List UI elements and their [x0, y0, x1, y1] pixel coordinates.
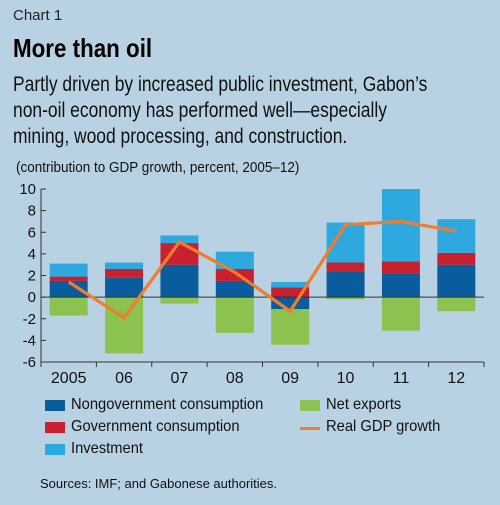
- bar-net-exports: [437, 297, 476, 312]
- bar-nongovernment: [215, 280, 254, 298]
- bar-investment: [215, 251, 254, 270]
- bar-government: [215, 269, 254, 281]
- bar-nongovernment: [105, 277, 144, 298]
- y-tick-label: 10: [19, 181, 36, 198]
- bar-net-exports: [160, 297, 199, 304]
- bar-net-exports: [105, 297, 144, 354]
- legend-swatch-government: [45, 422, 65, 433]
- x-tick-label: 12: [447, 370, 465, 387]
- chart-subtitle: Partly driven by increased public invest…: [13, 72, 486, 150]
- x-tick-label: 06: [115, 370, 133, 387]
- x-tick-label: 11: [393, 370, 410, 387]
- y-tick-label: 4: [28, 246, 36, 263]
- x-tick-label: 08: [226, 370, 244, 387]
- subtitle-line-3: mining, wood processing, and constructio…: [13, 125, 348, 148]
- chart-label: Chart 1: [13, 7, 63, 24]
- gdp-growth-line: [67, 219, 457, 320]
- x-tick-label: 09: [281, 370, 299, 387]
- bar-government: [437, 252, 476, 265]
- x-tick-label: 2005: [51, 370, 87, 387]
- bar-government: [326, 262, 365, 272]
- legend-label-government: Government consumption: [71, 418, 240, 435]
- legend-label-net-exports: Net exports: [326, 396, 402, 413]
- bar-government: [271, 287, 310, 298]
- bar-government: [105, 269, 144, 278]
- bar-net-exports: [49, 297, 88, 316]
- x-tick-label: 07: [171, 370, 189, 387]
- legend-swatch-investment: [45, 444, 65, 455]
- y-tick-label: 6: [28, 224, 36, 241]
- subtitle-line-2: non-oil economy has performed well—espec…: [13, 99, 387, 122]
- y-tick-label: 2: [28, 268, 36, 285]
- chart-title: More than oil: [13, 33, 153, 63]
- legend-line-gdp-growth: [300, 427, 320, 430]
- bar-nongovernment: [326, 271, 365, 298]
- legend-label-investment: Investment: [71, 440, 144, 457]
- bar-investment: [105, 262, 144, 270]
- bar-government: [381, 261, 420, 274]
- bar-net-exports: [381, 297, 420, 331]
- legend-swatch-nongovernment: [45, 400, 65, 411]
- y-tick-label: -2: [23, 311, 36, 328]
- bar-net-exports: [271, 309, 310, 345]
- bar-nongovernment: [160, 264, 199, 298]
- bar-investment: [160, 235, 199, 244]
- legend-label-gdp-growth: Real GDP growth: [326, 418, 441, 435]
- y-tick-label: 0: [28, 289, 36, 306]
- bar-nongovernment: [49, 280, 88, 298]
- bar-net-exports: [326, 297, 365, 300]
- x-tick-label: 10: [337, 370, 355, 387]
- bar-net-exports: [215, 297, 254, 333]
- bar-nongovernment: [271, 297, 310, 310]
- source-note: Sources: IMF; and Gabonese authorities.: [40, 476, 278, 491]
- legend-label-nongovernment: Nongovernment consumption: [71, 396, 264, 413]
- subtitle-line-1: Partly driven by increased public invest…: [13, 73, 428, 96]
- bar-investment: [437, 219, 476, 253]
- legend-swatch-net-exports: [300, 400, 320, 411]
- y-tick-label: -4: [23, 332, 36, 349]
- bar-investment: [271, 281, 310, 288]
- bar-nongovernment: [381, 273, 420, 298]
- y-tick-label: 8: [28, 203, 36, 220]
- units-note: (contribution to GDP growth, percent, 20…: [16, 159, 300, 176]
- bar-investment: [49, 263, 88, 277]
- bar-nongovernment: [437, 264, 476, 298]
- y-tick-label: -6: [23, 354, 36, 371]
- bar-government: [49, 276, 88, 281]
